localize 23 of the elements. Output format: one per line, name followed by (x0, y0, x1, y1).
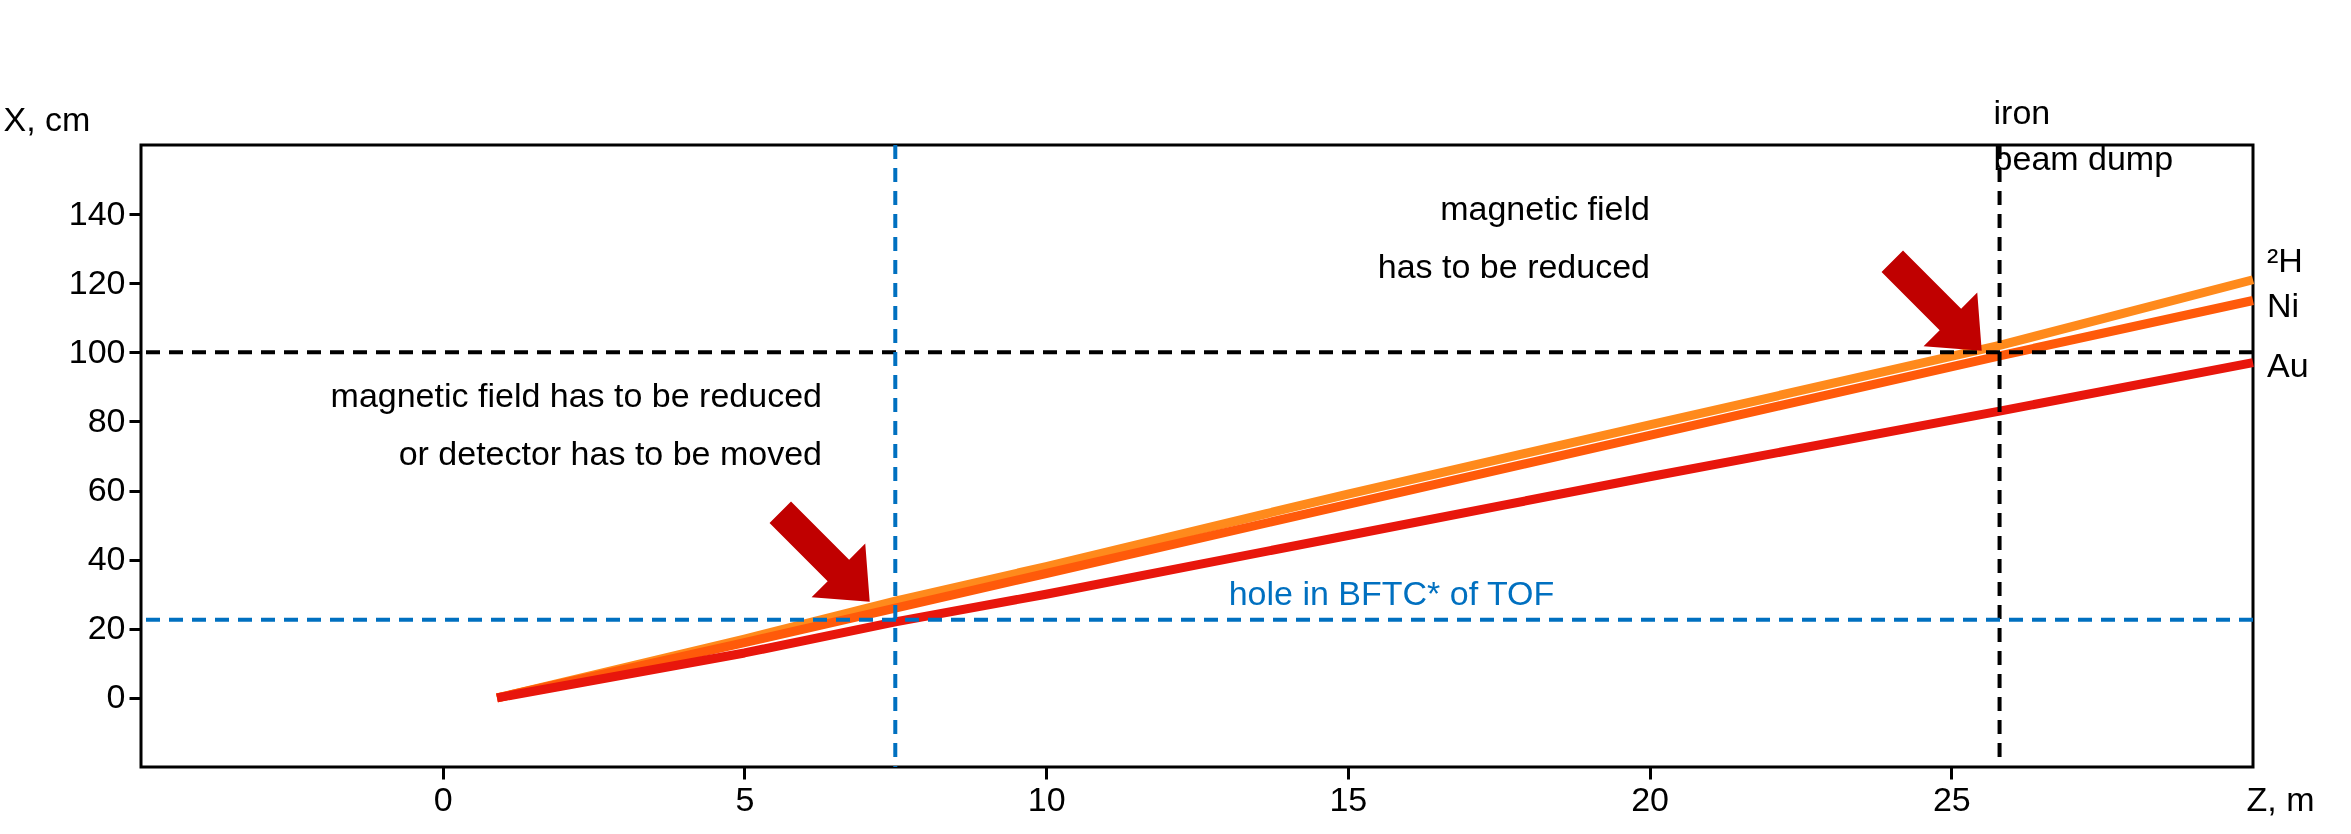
x-tick-label: 25 (1932, 779, 1971, 818)
annotation: magnetic field has to be reduced or detector has to be moved (330, 376, 822, 472)
x-tick-label: 0 (433, 779, 453, 818)
y-tick-label: 20 (87, 608, 126, 647)
y-tick-label: 120 (68, 262, 126, 301)
series-label: Ni (2267, 285, 2300, 324)
x-tick-label: 15 (1329, 779, 1368, 818)
annotation: magnetic field has to be reduced (1377, 189, 1650, 285)
y-axis-title: X, cm (3, 99, 91, 138)
y-tick-label: 80 (87, 400, 126, 439)
x-tick-label: 10 (1027, 779, 1066, 818)
x-tick-label: 20 (1631, 779, 1669, 818)
y-tick-label: 140 (68, 193, 126, 232)
y-tick-label: 100 (68, 331, 126, 370)
ref-line-label: hole in BFTC* of TOF (1228, 573, 1555, 612)
y-tick-label: 60 (87, 470, 126, 509)
ref-line-label: iron beam dump (1993, 93, 2174, 177)
y-tick-label: 0 (106, 677, 126, 716)
series-label: Au (2267, 345, 2309, 384)
x-tick-label: 5 (735, 779, 755, 818)
series-label: ²H (2267, 240, 2303, 279)
y-tick-label: 40 (87, 539, 126, 578)
x-axis-title: Z, m (2246, 779, 2315, 818)
